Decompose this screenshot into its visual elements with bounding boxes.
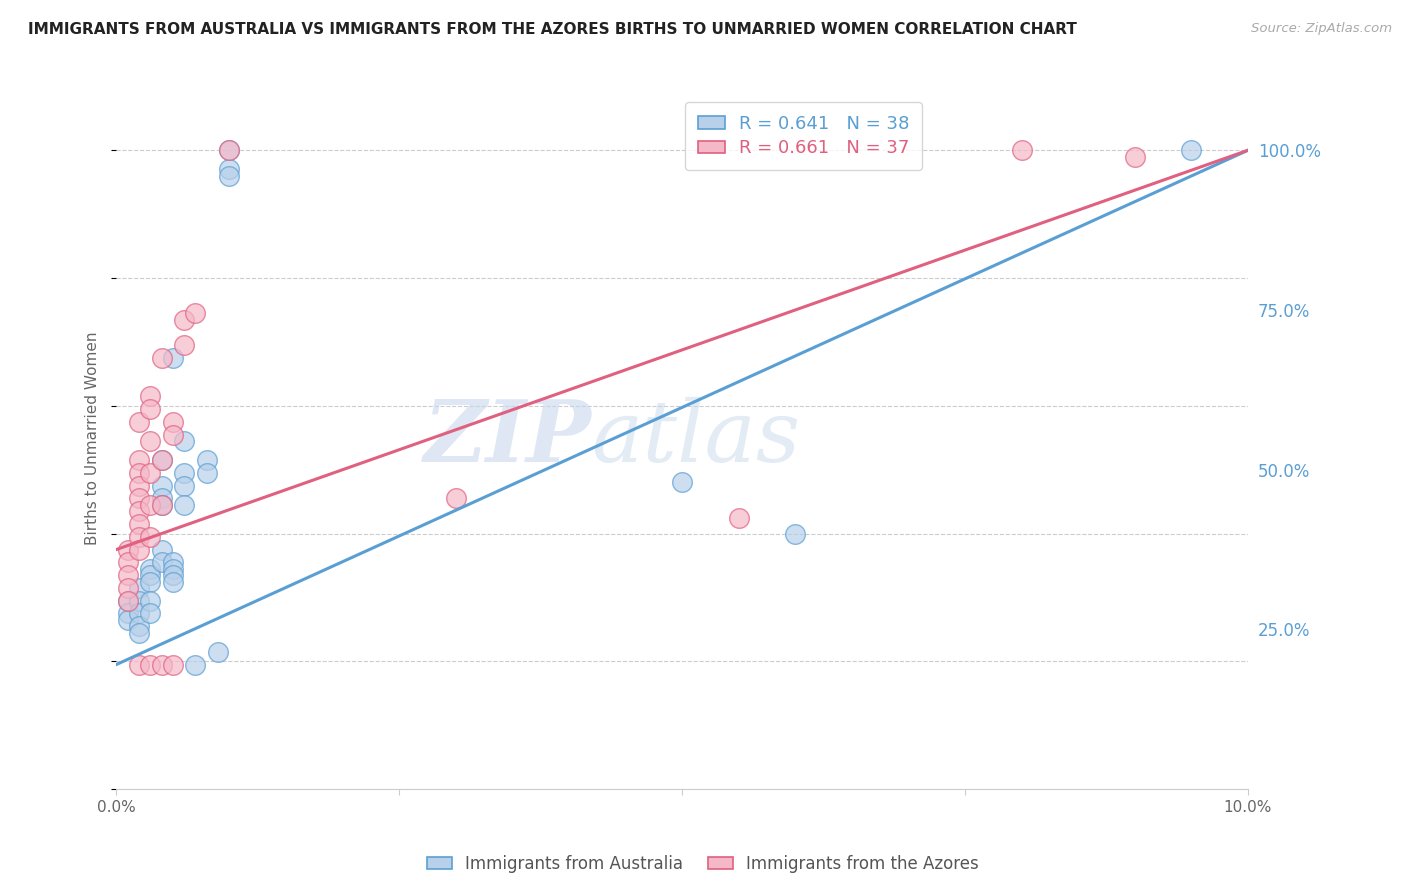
Text: IMMIGRANTS FROM AUSTRALIA VS IMMIGRANTS FROM THE AZORES BIRTHS TO UNMARRIED WOME: IMMIGRANTS FROM AUSTRALIA VS IMMIGRANTS … — [28, 22, 1077, 37]
Point — [162, 562, 184, 576]
Point — [184, 657, 207, 672]
Point — [117, 555, 139, 569]
Point — [1180, 143, 1202, 157]
Point — [117, 613, 139, 627]
Point — [218, 143, 240, 157]
Point — [150, 555, 173, 569]
Point — [173, 466, 195, 480]
Point — [117, 607, 139, 621]
Point — [150, 453, 173, 467]
Point — [139, 530, 162, 544]
Point — [173, 312, 195, 326]
Point — [128, 657, 150, 672]
Y-axis label: Births to Unmarried Women: Births to Unmarried Women — [86, 331, 100, 544]
Point — [128, 619, 150, 633]
Point — [195, 453, 218, 467]
Point — [150, 498, 173, 512]
Point — [162, 351, 184, 365]
Point — [444, 491, 467, 506]
Point — [150, 542, 173, 557]
Point — [117, 542, 139, 557]
Point — [162, 555, 184, 569]
Point — [139, 389, 162, 403]
Point — [150, 478, 173, 492]
Legend: Immigrants from Australia, Immigrants from the Azores: Immigrants from Australia, Immigrants fr… — [420, 848, 986, 880]
Point — [162, 574, 184, 589]
Text: Source: ZipAtlas.com: Source: ZipAtlas.com — [1251, 22, 1392, 36]
Point — [139, 466, 162, 480]
Point — [173, 498, 195, 512]
Point — [195, 466, 218, 480]
Point — [139, 562, 162, 576]
Point — [150, 498, 173, 512]
Point — [218, 143, 240, 157]
Point — [207, 645, 229, 659]
Point — [139, 574, 162, 589]
Point — [162, 427, 184, 442]
Point — [173, 338, 195, 352]
Point — [128, 478, 150, 492]
Point — [139, 434, 162, 448]
Point — [117, 568, 139, 582]
Point — [162, 415, 184, 429]
Point — [128, 453, 150, 467]
Point — [128, 625, 150, 640]
Point — [218, 162, 240, 177]
Point — [671, 475, 693, 490]
Point — [128, 581, 150, 595]
Point — [150, 453, 173, 467]
Text: ZIP: ZIP — [423, 396, 592, 480]
Point — [150, 657, 173, 672]
Point — [128, 593, 150, 607]
Point — [150, 351, 173, 365]
Point — [128, 542, 150, 557]
Legend: R = 0.641   N = 38, R = 0.661   N = 37: R = 0.641 N = 38, R = 0.661 N = 37 — [685, 103, 922, 170]
Point — [139, 607, 162, 621]
Point — [117, 593, 139, 607]
Point — [128, 466, 150, 480]
Point — [139, 593, 162, 607]
Point — [173, 434, 195, 448]
Point — [128, 607, 150, 621]
Point — [128, 530, 150, 544]
Point — [1123, 150, 1146, 164]
Point — [139, 402, 162, 417]
Point — [162, 568, 184, 582]
Point — [785, 526, 807, 541]
Point — [128, 504, 150, 518]
Point — [128, 415, 150, 429]
Point — [1011, 143, 1033, 157]
Point — [162, 657, 184, 672]
Point — [139, 498, 162, 512]
Point — [727, 510, 749, 524]
Point — [117, 581, 139, 595]
Point — [139, 568, 162, 582]
Point — [128, 516, 150, 531]
Point — [128, 491, 150, 506]
Point — [139, 657, 162, 672]
Point — [184, 306, 207, 320]
Point — [173, 478, 195, 492]
Point — [150, 491, 173, 506]
Point — [117, 593, 139, 607]
Text: atlas: atlas — [592, 396, 800, 479]
Point — [218, 169, 240, 183]
